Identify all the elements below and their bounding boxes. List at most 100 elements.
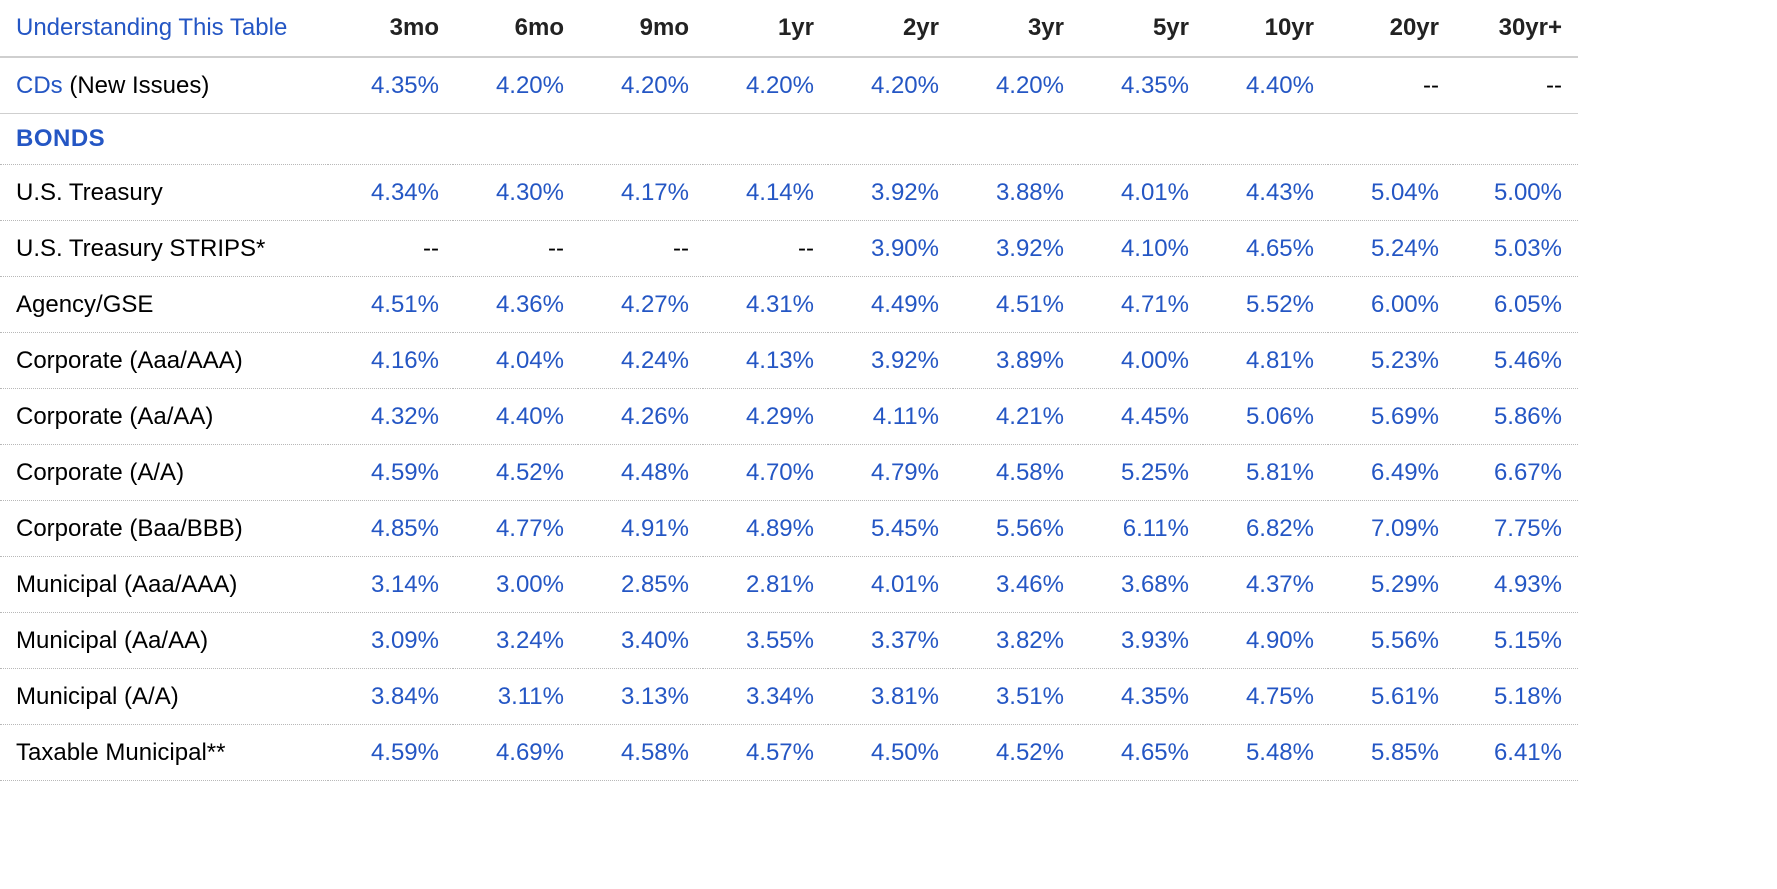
table-cell[interactable]: 4.65% xyxy=(1203,220,1328,277)
table-cell[interactable]: 4.20% xyxy=(578,57,703,114)
table-cell[interactable]: 3.46% xyxy=(953,556,1078,613)
table-cell[interactable]: 4.51% xyxy=(328,276,453,333)
table-cell[interactable]: 4.34% xyxy=(328,164,453,221)
table-cell[interactable]: 5.69% xyxy=(1328,388,1453,445)
table-cell[interactable]: 5.25% xyxy=(1078,444,1203,501)
table-cell[interactable]: 4.20% xyxy=(703,57,828,114)
table-cell[interactable]: 4.26% xyxy=(578,388,703,445)
table-cell[interactable]: -- xyxy=(1328,57,1453,114)
table-cell[interactable]: 7.75% xyxy=(1453,500,1578,557)
table-cell[interactable]: 3.90% xyxy=(828,220,953,277)
table-cell[interactable]: 6.82% xyxy=(1203,500,1328,557)
table-cell[interactable]: 4.58% xyxy=(578,724,703,781)
table-cell[interactable]: 6.00% xyxy=(1328,276,1453,333)
table-cell[interactable]: 6.49% xyxy=(1328,444,1453,501)
table-cell[interactable]: 4.75% xyxy=(1203,668,1328,725)
table-cell[interactable]: 5.23% xyxy=(1328,332,1453,389)
table-cell[interactable]: 5.48% xyxy=(1203,724,1328,781)
table-cell[interactable]: -- xyxy=(1453,57,1578,114)
table-cell[interactable]: 4.01% xyxy=(828,556,953,613)
table-cell[interactable]: 6.05% xyxy=(1453,276,1578,333)
table-cell[interactable]: 4.17% xyxy=(578,164,703,221)
table-cell[interactable]: 3.92% xyxy=(828,164,953,221)
table-cell[interactable]: 2.85% xyxy=(578,556,703,613)
cds-link[interactable]: CDs xyxy=(16,71,63,99)
table-cell[interactable]: 3.92% xyxy=(828,332,953,389)
table-cell[interactable]: 4.65% xyxy=(1078,724,1203,781)
table-cell[interactable]: 5.29% xyxy=(1328,556,1453,613)
understanding-table-link[interactable]: Understanding This Table xyxy=(0,0,328,58)
table-cell[interactable]: 4.48% xyxy=(578,444,703,501)
table-cell[interactable]: 3.88% xyxy=(953,164,1078,221)
table-cell[interactable]: 4.20% xyxy=(453,57,578,114)
table-cell[interactable]: 4.32% xyxy=(328,388,453,445)
table-cell[interactable]: 5.81% xyxy=(1203,444,1328,501)
table-cell[interactable]: 4.21% xyxy=(953,388,1078,445)
table-cell[interactable]: 4.45% xyxy=(1078,388,1203,445)
table-cell[interactable]: 5.86% xyxy=(1453,388,1578,445)
table-cell[interactable]: 5.85% xyxy=(1328,724,1453,781)
table-cell[interactable]: 4.20% xyxy=(953,57,1078,114)
table-cell[interactable]: 3.09% xyxy=(328,612,453,669)
table-cell[interactable]: 3.34% xyxy=(703,668,828,725)
table-cell[interactable]: 4.10% xyxy=(1078,220,1203,277)
table-cell[interactable]: 4.52% xyxy=(453,444,578,501)
table-cell[interactable]: 4.35% xyxy=(328,57,453,114)
table-cell[interactable]: 4.57% xyxy=(703,724,828,781)
table-cell[interactable]: 4.85% xyxy=(328,500,453,557)
table-cell[interactable]: 7.09% xyxy=(1328,500,1453,557)
table-cell[interactable]: 4.04% xyxy=(453,332,578,389)
table-cell[interactable]: 4.70% xyxy=(703,444,828,501)
table-cell[interactable]: 3.89% xyxy=(953,332,1078,389)
table-cell[interactable]: 4.69% xyxy=(453,724,578,781)
table-cell[interactable]: 4.93% xyxy=(1453,556,1578,613)
table-cell[interactable]: 4.29% xyxy=(703,388,828,445)
table-cell[interactable]: 6.11% xyxy=(1078,500,1203,557)
table-cell[interactable]: 3.93% xyxy=(1078,612,1203,669)
table-cell[interactable]: 4.49% xyxy=(828,276,953,333)
table-cell[interactable]: 5.18% xyxy=(1453,668,1578,725)
table-cell[interactable]: 5.52% xyxy=(1203,276,1328,333)
table-cell[interactable]: 4.30% xyxy=(453,164,578,221)
table-cell[interactable]: 6.67% xyxy=(1453,444,1578,501)
table-cell[interactable]: 4.58% xyxy=(953,444,1078,501)
table-cell[interactable]: 5.24% xyxy=(1328,220,1453,277)
table-cell[interactable]: 3.24% xyxy=(453,612,578,669)
table-cell[interactable]: 5.61% xyxy=(1328,668,1453,725)
table-cell[interactable]: 4.16% xyxy=(328,332,453,389)
table-cell[interactable]: 4.13% xyxy=(703,332,828,389)
table-cell[interactable]: 4.90% xyxy=(1203,612,1328,669)
table-cell[interactable]: 4.35% xyxy=(1078,57,1203,114)
table-cell[interactable]: 4.89% xyxy=(703,500,828,557)
table-cell[interactable]: 5.56% xyxy=(1328,612,1453,669)
table-cell[interactable]: 4.52% xyxy=(953,724,1078,781)
table-cell[interactable]: 5.15% xyxy=(1453,612,1578,669)
table-cell[interactable]: 5.00% xyxy=(1453,164,1578,221)
table-cell[interactable]: 3.51% xyxy=(953,668,1078,725)
table-cell[interactable]: 3.55% xyxy=(703,612,828,669)
table-cell[interactable]: 4.11% xyxy=(828,388,953,445)
table-cell[interactable]: 4.20% xyxy=(828,57,953,114)
table-cell[interactable]: 5.03% xyxy=(1453,220,1578,277)
table-cell[interactable]: 5.56% xyxy=(953,500,1078,557)
table-cell[interactable]: 4.36% xyxy=(453,276,578,333)
table-cell[interactable]: 5.04% xyxy=(1328,164,1453,221)
table-cell[interactable]: 4.50% xyxy=(828,724,953,781)
table-cell[interactable]: 3.14% xyxy=(328,556,453,613)
table-cell[interactable]: 4.43% xyxy=(1203,164,1328,221)
table-cell[interactable]: 3.81% xyxy=(828,668,953,725)
table-cell[interactable]: 2.81% xyxy=(703,556,828,613)
table-cell[interactable]: 3.40% xyxy=(578,612,703,669)
table-cell[interactable]: 4.27% xyxy=(578,276,703,333)
table-cell[interactable]: 4.40% xyxy=(453,388,578,445)
table-cell[interactable]: 3.13% xyxy=(578,668,703,725)
table-cell[interactable]: 3.11% xyxy=(453,668,578,725)
table-cell[interactable]: 5.06% xyxy=(1203,388,1328,445)
table-cell[interactable]: 4.35% xyxy=(1078,668,1203,725)
table-cell[interactable]: 3.92% xyxy=(953,220,1078,277)
table-cell[interactable]: 4.24% xyxy=(578,332,703,389)
table-cell[interactable]: 4.01% xyxy=(1078,164,1203,221)
table-cell[interactable]: 4.37% xyxy=(1203,556,1328,613)
table-cell[interactable]: 4.59% xyxy=(328,724,453,781)
table-cell[interactable]: 3.37% xyxy=(828,612,953,669)
